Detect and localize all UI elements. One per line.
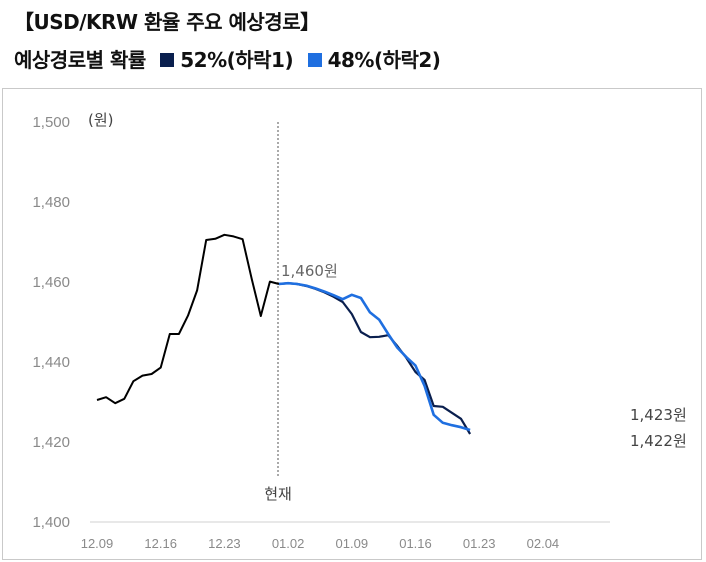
y-tick-label: 1,420 bbox=[32, 434, 70, 451]
y-tick-label: 1,480 bbox=[32, 194, 70, 211]
x-tick-label: 12.16 bbox=[144, 536, 177, 551]
x-tick-label: 12.09 bbox=[81, 536, 114, 551]
x-tick-label: 01.16 bbox=[399, 536, 432, 551]
y-unit-label: (원) bbox=[88, 111, 114, 129]
legend-label-series-2: 48%(하락2) bbox=[327, 48, 441, 72]
x-axis: 12.09 12.16 12.23 01.02 01.09 01.16 01.23 02.04 bbox=[81, 536, 559, 551]
history-line bbox=[96, 233, 280, 405]
x-tick-label: 02.04 bbox=[527, 536, 560, 551]
forecast-line-series-1 bbox=[278, 282, 472, 435]
forecast-line-series-2 bbox=[278, 281, 471, 432]
legend-label-series-1: 52%(하락1) bbox=[180, 48, 294, 72]
series-lines bbox=[96, 233, 472, 435]
legend-swatch-series-2 bbox=[307, 53, 322, 67]
now-label: 현재 bbox=[264, 485, 292, 503]
y-tick-label: 1,500 bbox=[32, 114, 70, 131]
chart-title: 【USD/KRW 환율 주요 예상경로】 bbox=[14, 10, 320, 34]
y-tick-label: 1,400 bbox=[32, 514, 70, 531]
x-tick-label: 01.09 bbox=[336, 536, 369, 551]
chart-frame bbox=[2, 88, 702, 560]
y-axis: 1,400 1,420 1,440 1,460 1,480 1,500 bbox=[32, 114, 70, 531]
legend-swatch-series-1 bbox=[160, 53, 175, 67]
legend-line: 예상경로별 확률 52%(하락1) 48%(하락2) bbox=[14, 44, 441, 73]
y-tick-label: 1,460 bbox=[32, 274, 70, 291]
x-tick-label: 01.02 bbox=[272, 536, 305, 551]
end-label-series-2: 1,422원 bbox=[630, 432, 687, 450]
now-value-label: 1,460원 bbox=[281, 262, 338, 280]
end-label-series-1: 1,423원 bbox=[630, 406, 687, 424]
y-tick-label: 1,440 bbox=[32, 354, 70, 371]
x-tick-label: 01.23 bbox=[463, 536, 496, 551]
x-tick-label: 12.23 bbox=[208, 536, 241, 551]
legend-prefix: 예상경로별 확률 bbox=[14, 48, 146, 72]
